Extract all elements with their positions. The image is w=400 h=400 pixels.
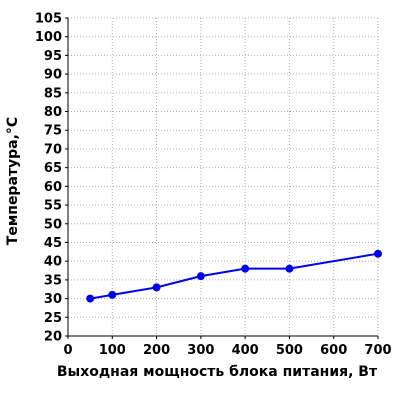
y-tick-label: 25 — [44, 311, 62, 326]
data-point — [241, 264, 250, 273]
y-tick-label: 35 — [44, 273, 62, 288]
y-tick-label: 80 — [44, 105, 62, 120]
y-tick-label: 70 — [44, 142, 62, 157]
y-tick-label: 20 — [44, 330, 62, 345]
x-tick-label: 500 — [276, 343, 303, 358]
y-tick-label: 55 — [44, 199, 62, 214]
grid-layer — [68, 17, 379, 336]
x-axis-title: Выходная мощность блока питания, Вт — [57, 364, 378, 380]
x-tick-label: 200 — [143, 343, 170, 358]
y-tick-label: 30 — [44, 292, 62, 307]
data-point — [285, 264, 294, 273]
y-axis-title: Температура,°С — [5, 117, 21, 245]
ticks-layer: 20 25 30 35 40 45 50 55 60 65 70 75 80 85 90 95 100 105 0 1… — [35, 12, 392, 359]
y-tick-label: 65 — [44, 161, 62, 176]
y-tick-label: 105 — [35, 12, 62, 27]
x-tick-label: 600 — [320, 343, 347, 358]
y-tick-label: 75 — [44, 124, 62, 139]
x-tick-label: 100 — [99, 343, 126, 358]
y-tick-label: 60 — [44, 180, 62, 195]
x-tick-label: 300 — [187, 343, 214, 358]
y-tick-label: 45 — [44, 236, 62, 251]
y-tick-label: 85 — [44, 86, 62, 101]
data-point — [196, 272, 205, 281]
x-tick-label: 700 — [364, 343, 391, 358]
data-point — [152, 283, 161, 292]
data-point — [86, 294, 95, 303]
series-line — [89, 252, 379, 300]
x-tick-label: 400 — [232, 343, 259, 358]
y-tick-label: 100 — [35, 30, 62, 45]
data-point — [374, 249, 382, 258]
y-tick-label: 50 — [44, 217, 62, 232]
y-tick-label: 40 — [44, 255, 62, 270]
data-point — [108, 290, 117, 299]
x-tick-label: 0 — [63, 343, 72, 358]
axes-layer — [67, 18, 378, 337]
labels-layer: Выходная мощность блока питания, Вт Темп… — [5, 117, 378, 380]
y-tick-label: 95 — [44, 49, 62, 64]
y-tick-label: 90 — [44, 68, 62, 83]
series-layer — [86, 249, 382, 303]
